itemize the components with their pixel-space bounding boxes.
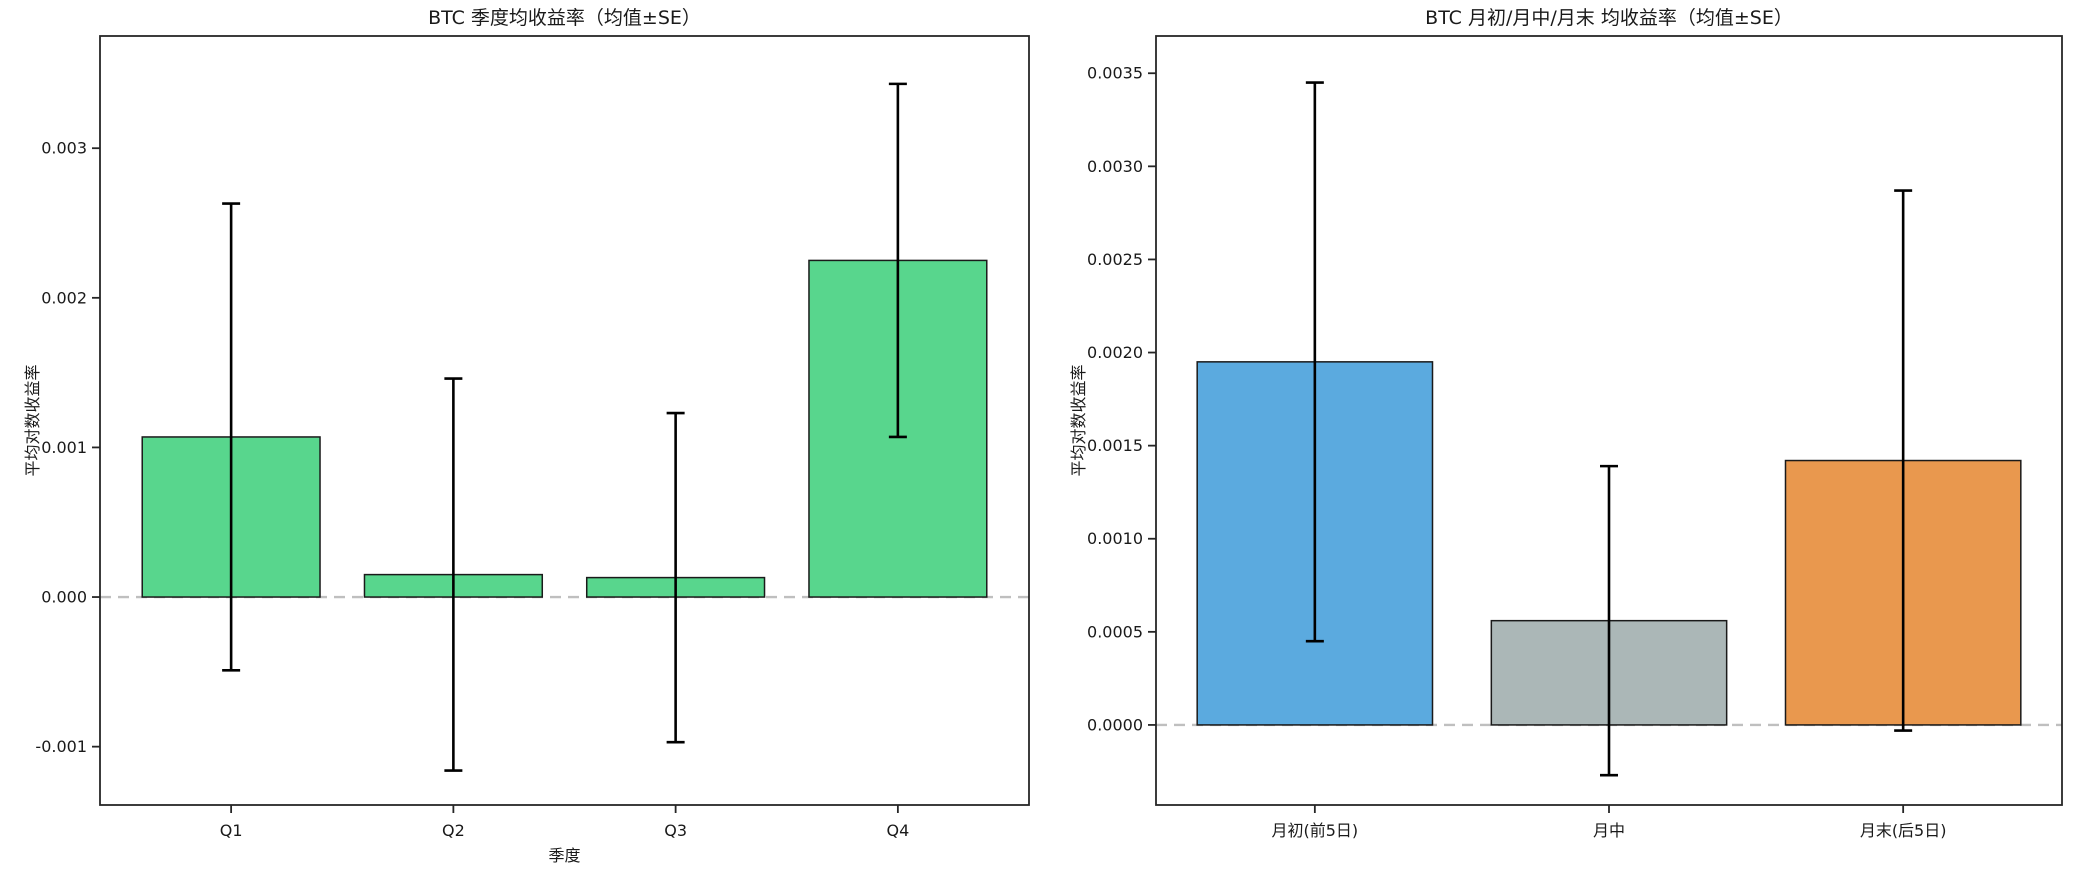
x-tick-label: 月初(前5日): [1272, 821, 1359, 840]
y-tick-label: 0.001: [41, 438, 87, 457]
x-axis-label-0: 季度: [548, 846, 580, 865]
y-tick-label: 0.000: [41, 588, 87, 607]
y-tick-label: 0.003: [41, 139, 87, 158]
chart-title-0: BTC 季度均收益率（均值±SE）: [428, 7, 701, 29]
y-axis-label-1: 平均对数收益率: [1069, 364, 1088, 476]
plot-area-0: [99, 35, 1030, 806]
y-tick-label: 0.0015: [1087, 436, 1143, 455]
x-tick-label: Q3: [664, 821, 687, 840]
y-tick-label: 0.002: [41, 288, 87, 307]
x-tick-label: Q4: [886, 821, 909, 840]
chart-title-1: BTC 月初/月中/月末 均收益率（均值±SE）: [1425, 7, 1793, 29]
y-tick-label: 0.0000: [1087, 715, 1143, 734]
x-tick-label: 月中: [1593, 821, 1625, 840]
y-tick-label: 0.0035: [1087, 64, 1143, 83]
y-tick-label: -0.001: [35, 737, 87, 756]
y-tick-label: 0.0010: [1087, 529, 1143, 548]
x-tick-label: Q2: [442, 821, 465, 840]
y-axis-label-0: 平均对数收益率: [23, 364, 42, 476]
y-tick-label: 0.0025: [1087, 250, 1143, 269]
x-tick-label: Q1: [220, 821, 243, 840]
x-tick-label: 月末(后5日): [1860, 821, 1947, 840]
y-tick-label: 0.0030: [1087, 157, 1143, 176]
y-tick-label: 0.0005: [1087, 622, 1143, 641]
y-tick-label: 0.0020: [1087, 343, 1143, 362]
